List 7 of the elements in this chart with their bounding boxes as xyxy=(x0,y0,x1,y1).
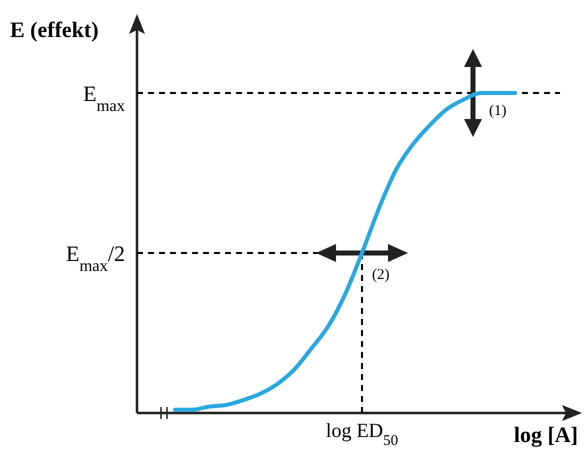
text: log ED$_{50}$ xyxy=(326,420,398,449)
x-axis-title: log [A] xyxy=(514,422,578,447)
ref-line-label: E$_{max}$ xyxy=(83,81,126,114)
ref-line-label: E$_{max}$/2 xyxy=(66,241,125,274)
annotation: (1) xyxy=(489,103,506,119)
y-axis-title: E (effekt) xyxy=(10,17,99,42)
annotation: (2) xyxy=(372,267,390,283)
